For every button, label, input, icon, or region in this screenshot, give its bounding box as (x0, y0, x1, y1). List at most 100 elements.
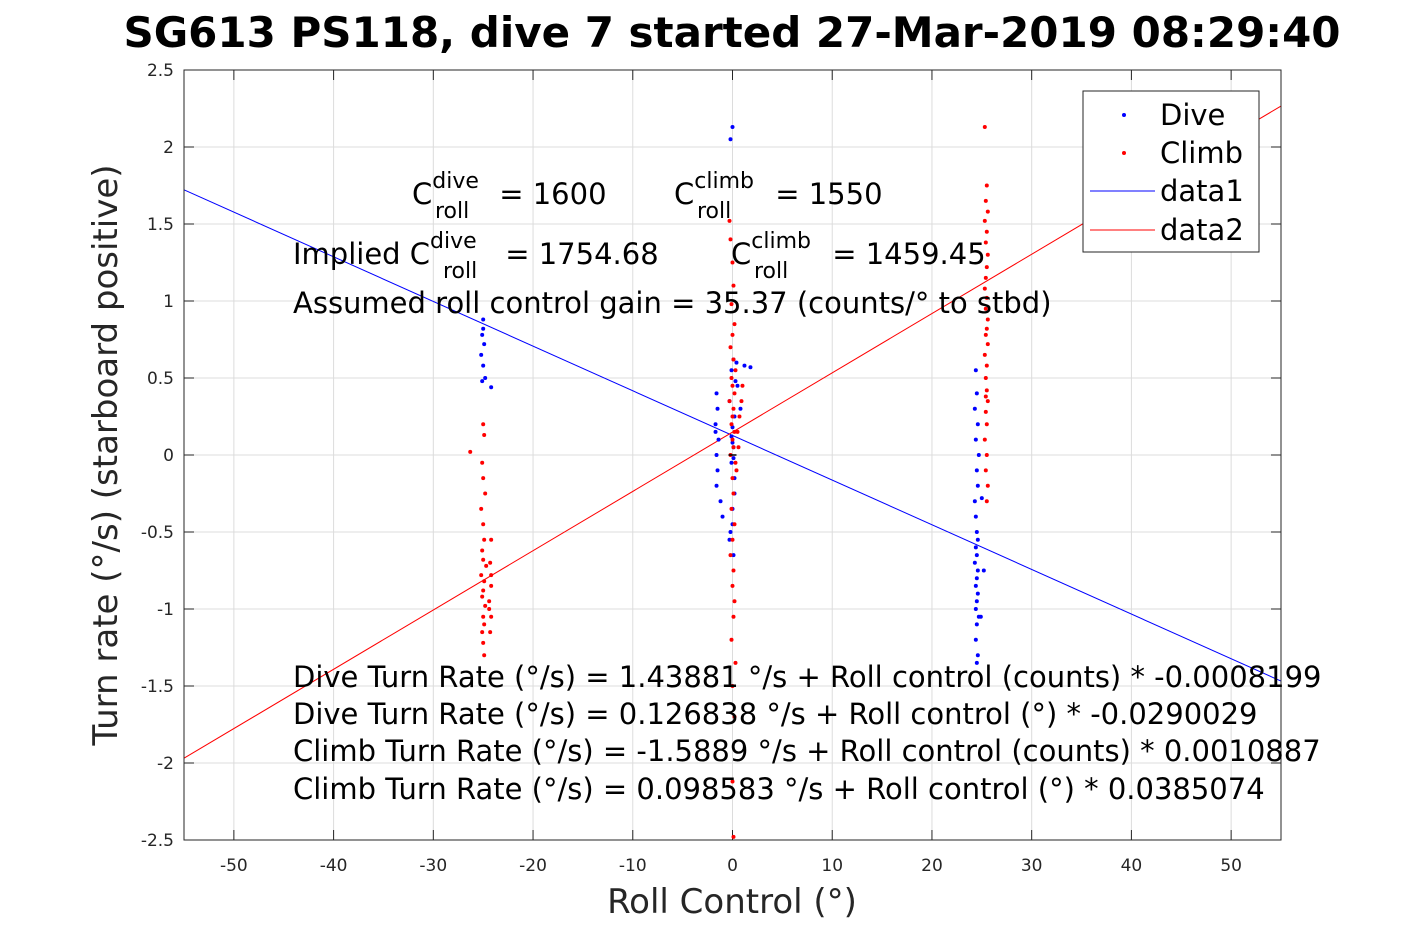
dive-point (975, 653, 980, 658)
c-climb-rest: = 1550 (766, 177, 883, 211)
climb-point (732, 429, 737, 434)
dive-point (975, 537, 980, 542)
climb-point (489, 614, 494, 619)
implied-dive-sup: dive (430, 229, 477, 254)
climb-point (729, 637, 734, 642)
climb-point (731, 357, 736, 362)
climb-point (733, 460, 738, 465)
dive-point (974, 530, 979, 534)
dive-point (728, 137, 733, 142)
legend-box (1082, 90, 1260, 253)
climb-point (984, 295, 989, 300)
climb-point (982, 124, 987, 129)
climb-point (480, 548, 485, 553)
climb-point (730, 383, 735, 388)
dive-point (481, 317, 486, 322)
dive-point (748, 365, 753, 370)
climb-point (481, 476, 486, 481)
climb-point (736, 445, 741, 450)
climb-point (731, 834, 736, 839)
climb-point (489, 583, 494, 588)
y-tick-labels: -2.5 -2 -1.5 -1 -0.5 0 0.5 1 1.5 2 2.5 (141, 61, 174, 851)
climb-point (984, 388, 989, 393)
climb-point (481, 557, 486, 562)
climb-point (488, 630, 493, 635)
climb-point (985, 317, 990, 322)
climb-point (732, 599, 737, 604)
implied-climb-sup: climb (751, 229, 811, 254)
c-dive-annotation: Cdive roll = 1600 (412, 169, 607, 224)
c-climb-sup: climb (694, 169, 754, 194)
y-axis-label: Turn rate (°/s) (starboard positive) (86, 164, 126, 746)
climb-point (480, 594, 485, 599)
dive-point (489, 385, 494, 390)
dive-point (974, 660, 979, 665)
dive-point (981, 568, 986, 573)
c-dive-rest: = 1600 (490, 177, 607, 211)
climb-point (983, 198, 988, 203)
climb-point (729, 376, 734, 380)
y-tick-label: 0 (163, 446, 174, 466)
dive-point (731, 553, 736, 558)
dive-point (979, 496, 984, 501)
dive-point (727, 537, 732, 542)
climb-point (488, 560, 493, 565)
climb-point (740, 383, 745, 388)
dive-point (730, 440, 735, 445)
climb-point (731, 283, 736, 288)
climb-point (732, 322, 737, 327)
climb-point (984, 363, 989, 368)
dive-point (714, 391, 719, 396)
climb-point (985, 209, 990, 214)
x-tick-label: 30 (1021, 856, 1043, 876)
climb-point (729, 302, 734, 307)
climb-point (984, 499, 989, 504)
climb-point (984, 453, 989, 457)
dive-point (733, 379, 738, 384)
climb-point (731, 614, 736, 619)
climb-point (730, 414, 735, 419)
y-tick-label: -1.5 (141, 677, 174, 697)
y-tick-label: 1 (163, 292, 174, 312)
implied-climb-rest: = 1459.45 (823, 237, 986, 271)
climb-point (983, 394, 988, 399)
c-climb-sub: roll (697, 199, 731, 224)
y-tick-label: 2 (163, 138, 174, 158)
dive-point (730, 425, 735, 430)
dive-point (730, 124, 735, 129)
climb-point (982, 218, 987, 223)
climb-point (482, 653, 487, 658)
implied-dive-prefix: Implied C (293, 237, 430, 271)
climb-point (731, 568, 736, 573)
climb-point (730, 684, 735, 688)
climb-point (481, 614, 486, 619)
climb-point (983, 468, 988, 473)
climb-point (733, 660, 738, 665)
dive-point (974, 622, 979, 627)
implied-dive-rest: = 1754.68 (496, 237, 659, 271)
dive-point (716, 437, 721, 442)
dive-point (729, 434, 734, 439)
legend-label-data2: data2 (1160, 213, 1244, 247)
climb-point (983, 275, 988, 280)
dive-point (481, 326, 486, 331)
chart-title: SG613 PS118, dive 7 started 27-Mar-2019 … (123, 8, 1340, 57)
dive-point (481, 363, 486, 368)
climb-point (984, 265, 989, 270)
climb-point (983, 306, 988, 311)
dive-point (974, 599, 979, 604)
climb-point (730, 583, 735, 588)
climb-point (730, 537, 735, 542)
x-tick-label: 20 (921, 856, 943, 876)
climb-point (482, 537, 487, 542)
dive-point (735, 383, 740, 388)
c-dive-main: C (412, 177, 432, 211)
dive-point (720, 514, 725, 519)
implied-climb-sub: roll (754, 259, 788, 284)
y-tick-label: -2.5 (141, 831, 174, 851)
climb-point (727, 218, 732, 223)
legend-marker-dive (1122, 113, 1126, 117)
climb-point (468, 449, 473, 454)
dive-point (729, 368, 734, 373)
equation-climb-degrees: Climb Turn Rate (°/s) = 0.098583 °/s + R… (293, 772, 1265, 806)
